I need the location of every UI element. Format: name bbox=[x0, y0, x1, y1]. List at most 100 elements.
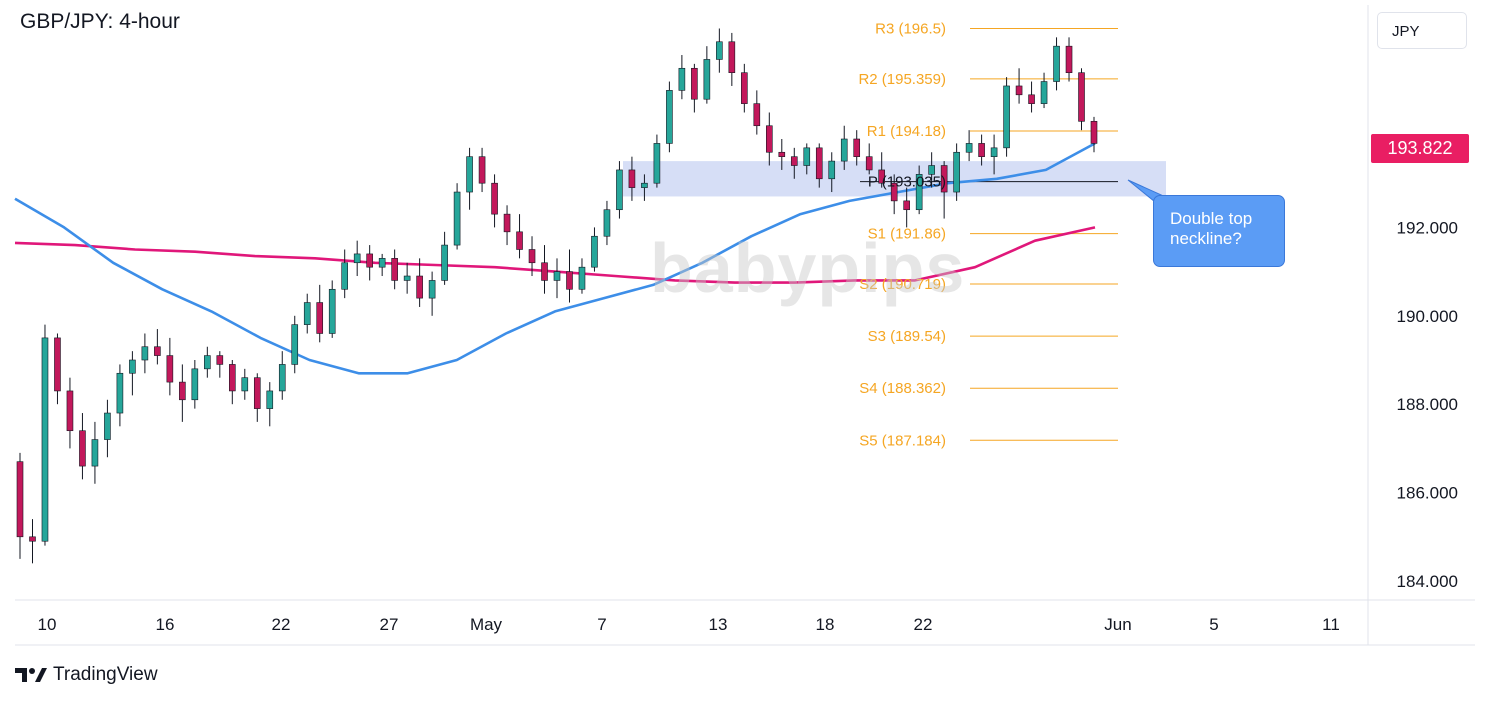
candle-63 bbox=[803, 143, 811, 175]
candle-0 bbox=[16, 452, 24, 559]
candle-42 bbox=[541, 245, 548, 294]
candle-22 bbox=[291, 315, 299, 374]
candle-79 bbox=[1003, 77, 1010, 157]
candle-23 bbox=[303, 293, 311, 334]
candle-31 bbox=[403, 262, 411, 294]
candle-34 bbox=[441, 231, 448, 285]
candle-29 bbox=[378, 253, 386, 277]
x-tick-label-1: 16 bbox=[156, 615, 175, 634]
y-tick-label-4: 192.000 bbox=[1397, 218, 1458, 237]
pivot-label-2: R1 (194.18) bbox=[867, 123, 946, 140]
currency-button[interactable]: JPY bbox=[1377, 12, 1467, 49]
x-tick-label-6: 13 bbox=[709, 615, 728, 634]
candle-18 bbox=[241, 368, 249, 400]
ma-fast-polyline bbox=[14, 142, 1096, 375]
candle-54 bbox=[691, 63, 698, 113]
candle-37 bbox=[478, 147, 486, 193]
x-tick-label-0: 10 bbox=[38, 615, 57, 634]
candle-60 bbox=[766, 112, 773, 166]
candle-64 bbox=[815, 143, 823, 188]
candle-39 bbox=[503, 205, 511, 246]
x-tick-label-11: 11 bbox=[1322, 615, 1340, 634]
candle-72 bbox=[915, 165, 923, 215]
chart-title: GBP/JPY: 4-hour bbox=[20, 10, 180, 33]
candle-68 bbox=[865, 143, 873, 175]
pivot-label-3: P (193.035) bbox=[868, 174, 946, 191]
tradingview-icon bbox=[15, 668, 47, 682]
callout-line-1: Double top bbox=[1170, 209, 1253, 228]
candle-27 bbox=[353, 240, 361, 277]
pivot-label-1: R2 (195.359) bbox=[858, 71, 946, 88]
candle-48 bbox=[616, 161, 623, 219]
candle-51 bbox=[653, 134, 661, 188]
candle-73 bbox=[928, 152, 935, 188]
candle-28 bbox=[366, 245, 373, 281]
x-tick-label-8: 22 bbox=[914, 615, 933, 634]
pivot-labels: R3 (196.5) R2 (195.359) R1 (194.18) P (193.… bbox=[858, 21, 946, 450]
candle-69 bbox=[878, 152, 885, 188]
pivot-label-8: S5 (187.184) bbox=[859, 432, 946, 449]
candle-19 bbox=[253, 373, 261, 422]
candle-62 bbox=[790, 147, 798, 179]
candle-78 bbox=[990, 134, 998, 175]
candle-61 bbox=[778, 139, 786, 170]
candle-84 bbox=[1065, 37, 1073, 82]
candle-15 bbox=[204, 346, 211, 378]
candle-55 bbox=[703, 46, 711, 104]
candle-58 bbox=[741, 63, 748, 113]
current-price-tag: 193.822 bbox=[1371, 134, 1469, 163]
candle-35 bbox=[453, 183, 461, 250]
candle-49 bbox=[628, 156, 636, 201]
candle-36 bbox=[466, 147, 473, 210]
candle-85 bbox=[1078, 68, 1085, 131]
candle-32 bbox=[416, 258, 423, 307]
candle-5 bbox=[79, 413, 86, 480]
candle-52 bbox=[666, 81, 673, 153]
candle-75 bbox=[953, 143, 960, 201]
tradingview-logo[interactable]: TradingView bbox=[15, 664, 158, 686]
watermark-text: babypips bbox=[650, 229, 966, 307]
x-tick-label-7: 18 bbox=[816, 615, 835, 634]
candle-71 bbox=[903, 187, 910, 228]
candle-2 bbox=[41, 324, 49, 546]
tradingview-brand: TradingView bbox=[53, 664, 158, 685]
x-tick-label-2: 22 bbox=[272, 615, 291, 634]
candle-77 bbox=[978, 134, 985, 166]
candle-44 bbox=[566, 249, 573, 303]
candle-12 bbox=[166, 337, 174, 396]
candle-3 bbox=[54, 333, 61, 405]
chart-grid bbox=[15, 5, 1475, 646]
annotation-callout: Double top neckline? bbox=[1153, 195, 1285, 267]
candle-20 bbox=[266, 382, 274, 427]
candle-74 bbox=[940, 161, 948, 219]
candle-16 bbox=[216, 351, 224, 378]
candle-66 bbox=[840, 125, 848, 170]
candle-50 bbox=[641, 174, 648, 201]
candle-70 bbox=[890, 174, 898, 215]
candle-38 bbox=[491, 174, 498, 228]
pivot-label-6: S3 (189.54) bbox=[868, 328, 946, 345]
candle-24 bbox=[316, 284, 324, 343]
candle-43 bbox=[553, 258, 561, 299]
y-tick-label-1: 186.000 bbox=[1397, 484, 1458, 503]
time-axis: 10 16 22 27 May 7 13 18 22 Jun 5 11 bbox=[38, 615, 1340, 634]
candle-10 bbox=[141, 333, 149, 374]
candle-76 bbox=[965, 130, 973, 162]
ma-fast-line bbox=[14, 142, 1096, 375]
candle-6 bbox=[91, 421, 99, 484]
candle-21 bbox=[278, 351, 286, 400]
candle-13 bbox=[179, 364, 186, 422]
candle-56 bbox=[716, 28, 723, 73]
candle-45 bbox=[578, 258, 586, 294]
candle-81 bbox=[1028, 81, 1035, 113]
candle-14 bbox=[191, 360, 199, 409]
y-tick-label-0: 184.000 bbox=[1397, 572, 1458, 591]
candle-53 bbox=[678, 55, 686, 100]
pivot-label-5: S2 (190.719) bbox=[859, 276, 946, 293]
candle-26 bbox=[341, 249, 348, 299]
candle-25 bbox=[328, 280, 336, 338]
candle-40 bbox=[516, 214, 523, 259]
pivot-label-0: R3 (196.5) bbox=[875, 21, 946, 38]
price-axis: 184.000 186.000 188.000 190.000 192.000 bbox=[1397, 218, 1458, 591]
